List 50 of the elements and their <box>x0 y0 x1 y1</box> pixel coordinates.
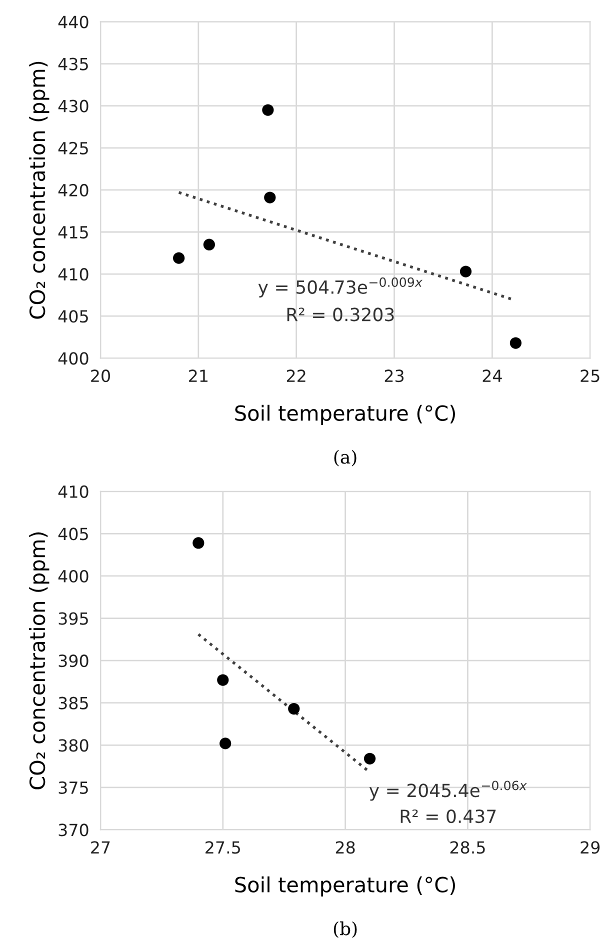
point <box>264 192 276 204</box>
y-tick-label: 425 <box>58 142 88 154</box>
y-axis-title: CO₂ concentration (ppm) <box>29 62 50 319</box>
point <box>203 238 215 250</box>
y-tick-label: 410 <box>58 268 88 281</box>
y-tick-label: 405 <box>58 310 88 323</box>
y-tick-label: 405 <box>58 528 88 540</box>
x-tick-label: 27 <box>91 841 110 854</box>
point <box>262 104 274 116</box>
text: (a) <box>334 450 356 466</box>
x-tick-label: 21 <box>189 370 208 382</box>
x-tick-label: 29 <box>580 841 600 854</box>
annotation: y = 504.73e$^{−0.009x}$ <box>258 277 423 298</box>
x-axis-title: Soil temperature (°C) <box>235 876 455 897</box>
y-tick-label: 420 <box>58 184 88 197</box>
point <box>217 674 229 686</box>
y-tick-label: 400 <box>58 352 88 365</box>
point <box>460 266 472 278</box>
x-tick-label: 25 <box>580 370 600 382</box>
point <box>510 337 522 349</box>
point <box>288 702 300 715</box>
annotation: y = 2045.4e$^{−0.06x}$ <box>369 780 527 801</box>
x-tick-label: 20 <box>91 370 110 382</box>
x-tick-label: 23 <box>384 370 404 382</box>
y-tick-label: 440 <box>58 16 88 28</box>
y-tick-label: 400 <box>58 570 88 583</box>
point <box>220 738 232 750</box>
y-tick-label: 415 <box>58 226 88 239</box>
x-tick-label: 27.5 <box>206 841 240 854</box>
x-tick-label: 28.5 <box>450 841 485 854</box>
y-tick-label: 395 <box>58 612 88 625</box>
y-tick-label: 435 <box>58 58 88 70</box>
y-tick-label: 380 <box>58 739 88 752</box>
x-axis-title: Soil temperature (°C) <box>235 404 455 426</box>
y-tick-label: 390 <box>58 654 88 668</box>
point <box>173 252 185 264</box>
x-tick-label: 22 <box>286 370 306 382</box>
x-tick-label: 28 <box>336 841 355 854</box>
annotation: R² = 0.3203 <box>287 308 394 322</box>
point <box>364 752 376 764</box>
y-tick-label: 410 <box>58 485 88 498</box>
y-tick-label: 370 <box>58 824 88 836</box>
point <box>192 537 204 549</box>
y-tick-label: 430 <box>58 100 88 112</box>
y-tick-label: 385 <box>58 696 88 710</box>
text: (b) <box>334 921 357 938</box>
y-tick-label: 375 <box>58 781 88 794</box>
y-axis-title: CO₂ concentration (ppm) <box>29 532 50 790</box>
x-tick-label: 24 <box>482 370 502 382</box>
annotation: R² = 0.437 <box>400 809 496 824</box>
